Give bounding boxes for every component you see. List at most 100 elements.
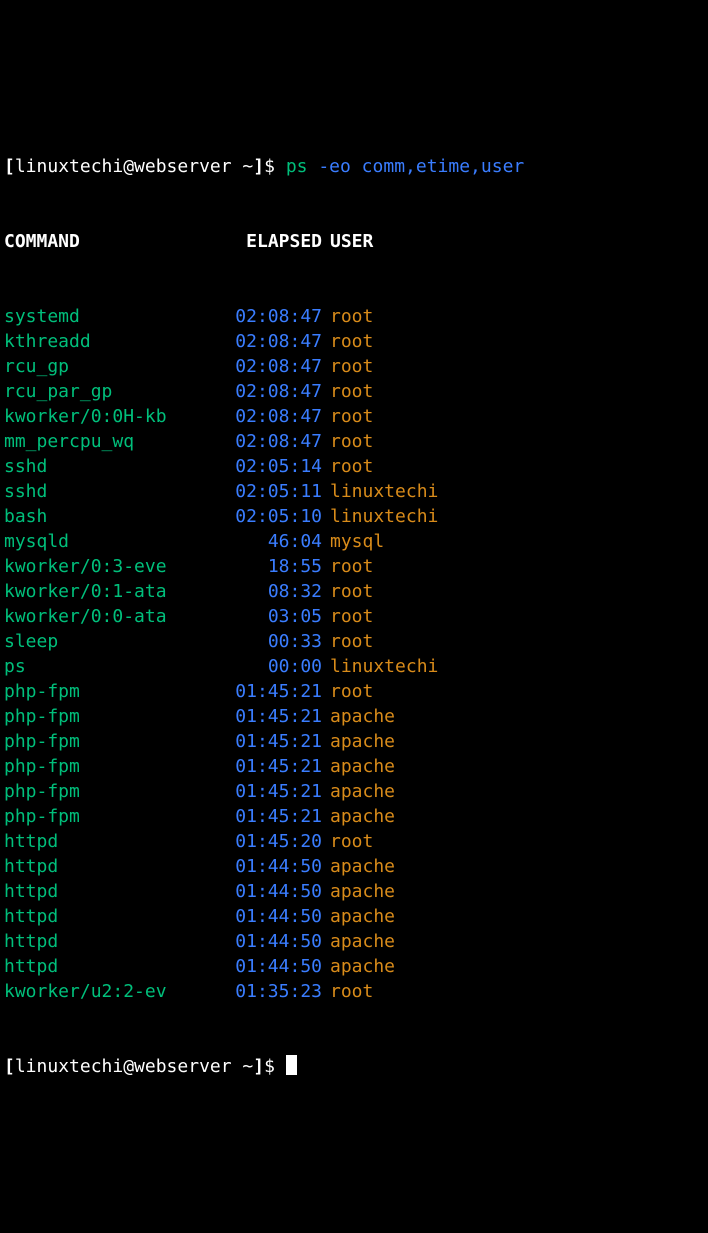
process-row: kworker/0:0-ata03:05root [4, 604, 704, 629]
cell-elapsed: 00:33 [174, 629, 322, 654]
bracket-close: ] [253, 156, 264, 177]
cell-elapsed: 02:08:47 [174, 379, 322, 404]
cell-elapsed: 03:05 [174, 604, 322, 629]
prompt-cwd: ~ [232, 1056, 254, 1077]
cell-command: php-fpm [4, 729, 174, 754]
process-row: kthreadd02:08:47root [4, 329, 704, 354]
cell-command: rcu_par_gp [4, 379, 174, 404]
header-command: COMMAND [4, 229, 174, 254]
cell-user: root [322, 329, 373, 354]
process-row: mm_percpu_wq02:08:47root [4, 429, 704, 454]
process-row: sshd02:05:11linuxtechi [4, 479, 704, 504]
cell-command: kworker/0:0H-kb [4, 404, 174, 429]
cell-user: root [322, 379, 373, 404]
cell-command: php-fpm [4, 754, 174, 779]
terminal-output: [linuxtechi@webserver ~]$ ps -eo comm,et… [4, 104, 704, 1104]
header-row: COMMANDELAPSEDUSER [4, 229, 704, 254]
cell-command: kworker/0:3-eve [4, 554, 174, 579]
process-row: kworker/u2:2-ev01:35:23root [4, 979, 704, 1004]
process-row: sleep00:33root [4, 629, 704, 654]
cell-elapsed: 01:35:23 [174, 979, 322, 1004]
prompt-line: [linuxtechi@webserver ~]$ ps -eo comm,et… [4, 154, 704, 179]
cell-command: ps [4, 654, 174, 679]
cell-elapsed: 01:44:50 [174, 929, 322, 954]
command-args: -eo comm,etime,user [308, 156, 525, 177]
process-row: mysqld46:04mysql [4, 529, 704, 554]
process-row: systemd02:08:47root [4, 304, 704, 329]
process-row: httpd01:44:50apache [4, 854, 704, 879]
process-row: ps00:00linuxtechi [4, 654, 704, 679]
cell-command: systemd [4, 304, 174, 329]
cell-elapsed: 18:55 [174, 554, 322, 579]
cell-command: httpd [4, 829, 174, 854]
cursor-icon [286, 1055, 297, 1075]
cell-elapsed: 00:00 [174, 654, 322, 679]
cell-elapsed: 02:08:47 [174, 404, 322, 429]
cell-elapsed: 02:08:47 [174, 429, 322, 454]
cell-command: kworker/0:0-ata [4, 604, 174, 629]
cell-user: linuxtechi [322, 504, 438, 529]
cell-user: apache [322, 754, 395, 779]
prompt-line-end[interactable]: [linuxtechi@webserver ~]$ [4, 1054, 704, 1079]
cell-user: root [322, 454, 373, 479]
cell-command: httpd [4, 854, 174, 879]
cell-elapsed: 01:44:50 [174, 904, 322, 929]
cell-elapsed: 01:44:50 [174, 854, 322, 879]
cell-elapsed: 01:44:50 [174, 954, 322, 979]
process-row: php-fpm01:45:21apache [4, 704, 704, 729]
process-row: php-fpm01:45:21apache [4, 779, 704, 804]
cell-command: mm_percpu_wq [4, 429, 174, 454]
cell-user: apache [322, 804, 395, 829]
cell-user: apache [322, 854, 395, 879]
cell-elapsed: 01:45:21 [174, 704, 322, 729]
cell-elapsed: 02:05:10 [174, 504, 322, 529]
cell-command: httpd [4, 904, 174, 929]
process-row: rcu_gp02:08:47root [4, 354, 704, 379]
cell-command: kworker/0:1-ata [4, 579, 174, 604]
process-row: httpd01:45:20root [4, 829, 704, 854]
cell-command: httpd [4, 929, 174, 954]
cell-user: root [322, 304, 373, 329]
cell-command: mysqld [4, 529, 174, 554]
process-row: php-fpm01:45:21apache [4, 804, 704, 829]
cell-command: kthreadd [4, 329, 174, 354]
cell-user: root [322, 404, 373, 429]
cell-user: root [322, 629, 373, 654]
cell-user: apache [322, 779, 395, 804]
cell-user: apache [322, 929, 395, 954]
prompt-cwd: ~ [232, 156, 254, 177]
process-row: kworker/0:0H-kb02:08:47root [4, 404, 704, 429]
cell-user: root [322, 604, 373, 629]
prompt-userhost: linuxtechi@webserver [15, 156, 232, 177]
cell-elapsed: 01:45:21 [174, 729, 322, 754]
cell-command: sshd [4, 454, 174, 479]
cell-user: root [322, 679, 373, 704]
bracket-open: [ [4, 1056, 15, 1077]
cell-elapsed: 46:04 [174, 529, 322, 554]
cell-elapsed: 01:45:21 [174, 779, 322, 804]
process-row: kworker/0:1-ata08:32root [4, 579, 704, 604]
process-row: sshd02:05:14root [4, 454, 704, 479]
cell-command: kworker/u2:2-ev [4, 979, 174, 1004]
cell-elapsed: 01:45:21 [174, 679, 322, 704]
cell-user: root [322, 579, 373, 604]
cell-user: apache [322, 904, 395, 929]
cell-elapsed: 02:08:47 [174, 304, 322, 329]
cell-command: php-fpm [4, 804, 174, 829]
cell-command: php-fpm [4, 679, 174, 704]
cell-elapsed: 01:45:21 [174, 804, 322, 829]
cell-user: root [322, 354, 373, 379]
bracket-close: ] [253, 1056, 264, 1077]
cell-user: root [322, 979, 373, 1004]
cell-elapsed: 02:08:47 [174, 329, 322, 354]
process-row: php-fpm01:45:21apache [4, 754, 704, 779]
cell-command: sshd [4, 479, 174, 504]
process-row: httpd01:44:50apache [4, 954, 704, 979]
process-row: rcu_par_gp02:08:47root [4, 379, 704, 404]
cell-command: php-fpm [4, 779, 174, 804]
cell-user: apache [322, 954, 395, 979]
cell-user: root [322, 829, 373, 854]
cell-command: httpd [4, 954, 174, 979]
cell-user: root [322, 554, 373, 579]
process-row: bash02:05:10linuxtechi [4, 504, 704, 529]
